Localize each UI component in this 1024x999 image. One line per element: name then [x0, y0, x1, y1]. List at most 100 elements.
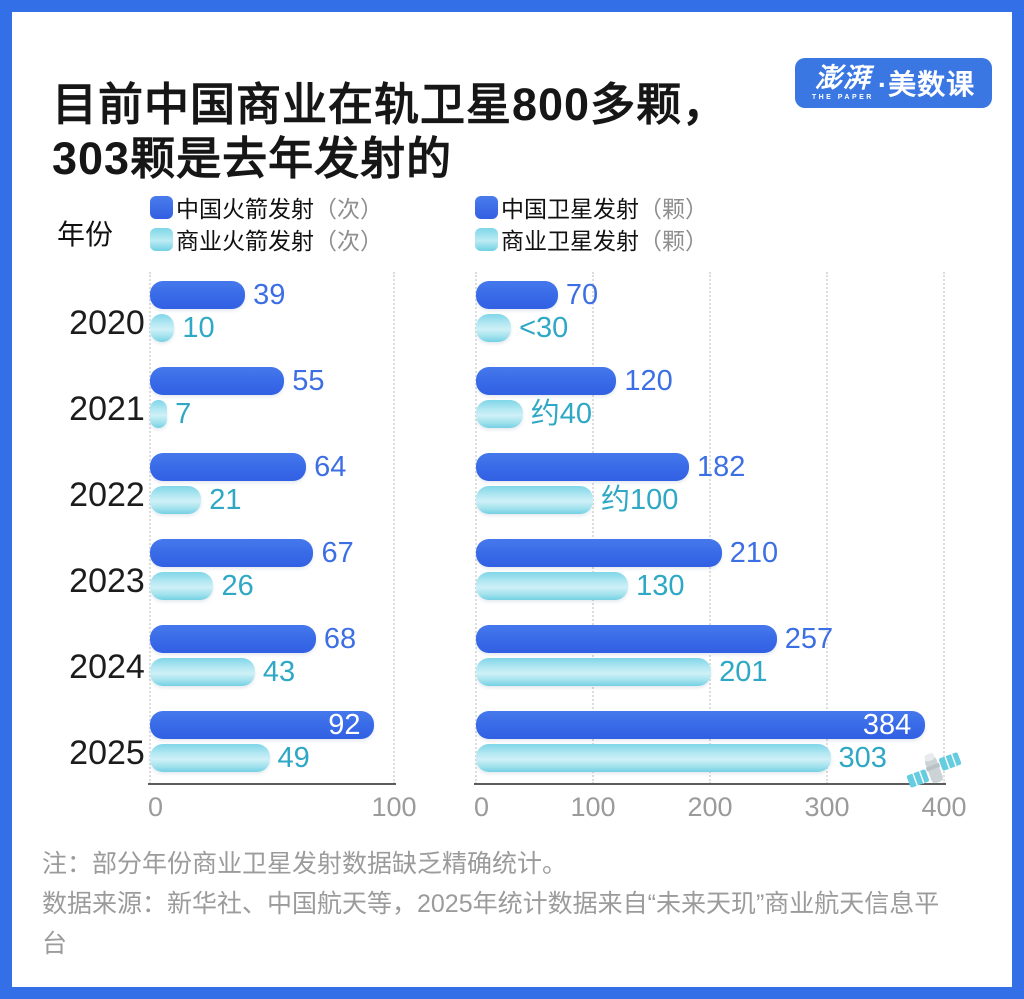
page-title: 目前中国商业在轨卫星800多颗， 303颗是去年发射的 [52, 79, 729, 185]
bar-rocket-commercial-2020 [150, 314, 175, 342]
year-label: 2022 [69, 476, 145, 514]
bar-value-label: 64 [314, 451, 347, 483]
logo-cn-block: 澎湃 THE PAPER [811, 63, 874, 102]
bar-value-label: 49 [277, 742, 310, 774]
bar-value-label: 130 [636, 570, 685, 602]
bar-value-label: 303 [838, 742, 887, 774]
bar-value-label: 26 [221, 570, 254, 602]
axis-tick-label: 100 [570, 792, 616, 822]
gridline [393, 272, 395, 784]
bar-satellite-commercial-2021 [476, 400, 523, 428]
logo-text-en: THE PAPER [811, 94, 874, 101]
bar-satellite-commercial-2024 [476, 658, 712, 686]
year-axis-title: 年份 [57, 219, 114, 250]
bar-rocket-commercial-2025 [150, 744, 270, 772]
bar-value-label: 21 [209, 484, 242, 516]
axis-tick-label: 100 [371, 792, 417, 822]
gridline [943, 272, 945, 784]
bar-satellite-china-2024 [476, 625, 777, 653]
bar-rocket-china-2021 [150, 367, 285, 395]
year-label: 2021 [69, 390, 145, 428]
bar-rocket-china-2024 [150, 625, 316, 653]
legend-label: 中国卫星发射 [501, 196, 639, 222]
bar-value-label: 384 [862, 709, 912, 741]
bar-satellite-commercial-2022 [476, 486, 593, 514]
bar-satellite-china-2025 [476, 711, 926, 739]
bar-satellite-china-2021 [476, 367, 617, 395]
axis-tick-label: 0 [148, 792, 164, 822]
satellite-icon [905, 743, 963, 802]
gridline [149, 272, 151, 784]
bar-rocket-commercial-2022 [150, 486, 202, 514]
gridline [709, 272, 711, 784]
bar-rocket-china-2023 [150, 539, 314, 567]
axis-tick-label: 0 [474, 792, 490, 822]
axis-tick-label: 200 [687, 792, 733, 822]
bar-value-label: 68 [323, 623, 357, 655]
bar-value-label: 120 [624, 365, 673, 397]
logo-text-cn2: ·美数课 [877, 69, 976, 100]
bar-satellite-commercial-2025 [476, 744, 831, 772]
bar-value-label: <30 [519, 312, 569, 344]
footnote-line: 注：部分年份商业卫星发射数据缺乏精确统计。 [42, 850, 568, 878]
legend-unit: （颗） [639, 228, 708, 254]
legend-unit: （次） [314, 228, 383, 254]
bar-value-label: 182 [696, 451, 746, 483]
footnotes: 注：部分年份商业卫星发射数据缺乏精确统计。 数据来源：新华社、中国航天等，202… [42, 844, 942, 964]
legend-item: 中国火箭发射 （次） [150, 195, 383, 222]
year-label: 2020 [69, 304, 145, 342]
bar-value-label: 7 [175, 398, 192, 430]
bar-value-label: 210 [729, 537, 779, 569]
bar-rocket-china-2025 [150, 711, 375, 739]
x-axis-line [148, 783, 396, 785]
year-label: 2023 [69, 562, 145, 600]
legend-unit: （颗） [639, 196, 708, 222]
bar-value-label: 257 [784, 623, 834, 655]
legend-label: 中国火箭发射 [176, 196, 314, 222]
legend-label: 商业火箭发射 [176, 228, 314, 254]
bar-value-label: 39 [253, 279, 286, 311]
gridline [592, 272, 594, 784]
bar-rocket-china-2020 [150, 281, 246, 309]
bar-rocket-commercial-2021 [150, 400, 168, 428]
legend-label: 商业卫星发射 [501, 228, 639, 254]
bar-rocket-commercial-2024 [150, 658, 255, 686]
bar-value-label: 43 [262, 656, 296, 688]
bar-value-label: 201 [719, 656, 768, 688]
legend-item: 中国卫星发射 （颗） [475, 195, 708, 222]
legend-swatch-icon [150, 227, 173, 251]
legend-swatch-icon [150, 195, 173, 219]
gridline [475, 272, 477, 784]
legend-rockets: 中国火箭发射 （次） 商业火箭发射 （次） [150, 195, 383, 254]
bar-value-label: 约100 [601, 484, 679, 516]
bar-satellite-china-2023 [476, 539, 722, 567]
poster-frame: 目前中国商业在轨卫星800多颗， 303颗是去年发射的 澎湃 THE PAPER… [12, 12, 1012, 987]
bar-value-label: 约40 [530, 398, 593, 430]
year-label: 2025 [69, 734, 145, 772]
bar-value-label: 92 [328, 709, 361, 741]
axis-tick-label: 400 [921, 792, 967, 822]
legend-swatch-icon [475, 227, 498, 251]
bar-satellite-commercial-2020 [476, 314, 512, 342]
legend-satellites: 中国卫星发射 （颗） 商业卫星发射 （颗） [475, 195, 708, 254]
bar-rocket-china-2022 [150, 453, 307, 481]
logo-text-cn1: 澎湃 [814, 63, 871, 93]
year-label: 2024 [69, 648, 145, 686]
bar-value-label: 55 [292, 365, 325, 397]
gridline [826, 272, 828, 784]
bar-value-label: 70 [565, 279, 599, 311]
bar-value-label: 67 [321, 537, 354, 569]
x-axis-line [474, 783, 946, 785]
legend-item: 商业卫星发射 （颗） [475, 227, 708, 254]
bar-satellite-china-2020 [476, 281, 558, 309]
bar-value-label: 10 [182, 312, 215, 344]
legend-swatch-icon [475, 195, 498, 219]
legend-unit: （次） [314, 196, 383, 222]
thepaper-logo: 澎湃 THE PAPER ·美数课 [795, 58, 992, 108]
bar-rocket-commercial-2023 [150, 572, 214, 600]
bar-satellite-china-2022 [476, 453, 689, 481]
source-line: 数据来源：新华社、中国航天等，2025年统计数据来自“未来天玑”商业航天信息平台 [42, 890, 940, 958]
bar-satellite-commercial-2023 [476, 572, 629, 600]
legend-item: 商业火箭发射 （次） [150, 227, 383, 254]
axis-tick-label: 300 [804, 792, 850, 822]
